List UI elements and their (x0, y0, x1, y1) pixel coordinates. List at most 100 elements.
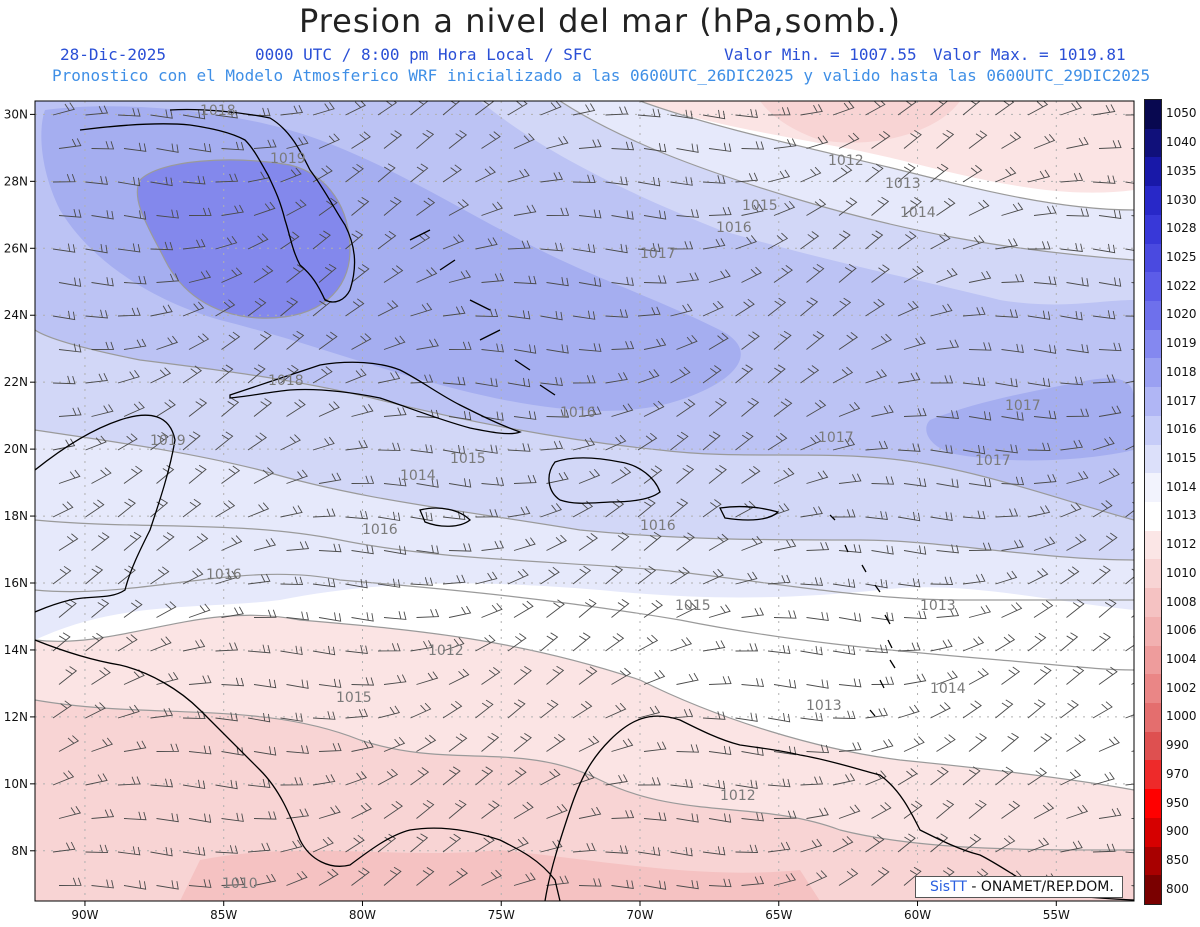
wind-barb (481, 666, 501, 685)
wind-barb (605, 434, 627, 451)
wind-barb (52, 310, 76, 321)
wind-barb (871, 802, 892, 819)
wind-barb (150, 636, 172, 652)
wind-barb (377, 578, 401, 588)
colorbar-label: 1018 (1166, 364, 1197, 379)
wind-barb (572, 310, 596, 320)
wind-barb (91, 879, 114, 889)
wind-barb (117, 433, 138, 451)
lat-label: 26N (4, 241, 28, 255)
wind-barb (1001, 202, 1024, 216)
wind-barb (481, 273, 505, 283)
colorbar-label: 1013 (1166, 508, 1197, 523)
wind-barb (150, 846, 173, 857)
wind-barb (871, 130, 891, 149)
colorbar-label: 1004 (1166, 651, 1197, 666)
contour-label: 1018 (200, 103, 236, 119)
wind-barb (507, 767, 527, 786)
wind-barb (800, 365, 820, 384)
wind-barb (475, 766, 494, 786)
colorbar-cell (1145, 214, 1161, 244)
wind-barb (611, 466, 632, 484)
wind-barb (930, 702, 951, 719)
wind-barb (280, 297, 299, 317)
wind-barb (995, 508, 1019, 518)
wind-barb (800, 838, 823, 853)
wind-barb (702, 846, 726, 856)
min-value-label: Valor Min. = 1007.55 (724, 45, 917, 64)
wind-barb (611, 809, 635, 819)
contour-label: 1017 (975, 453, 1011, 469)
wind-barb (383, 477, 407, 487)
wind-barb (702, 300, 724, 317)
colorbar-cell (1145, 559, 1161, 589)
wind-barb (832, 437, 856, 451)
wind-barb (871, 676, 895, 685)
contour-label: 1016 (640, 518, 676, 534)
wind-barb (1066, 734, 1086, 752)
wind-barb (442, 700, 463, 719)
wind-barb (52, 841, 76, 853)
wind-barb (773, 679, 797, 689)
wind-barb (735, 298, 755, 317)
wind-barb (708, 206, 732, 216)
wind-barb (85, 435, 107, 451)
wind-barb (832, 164, 853, 183)
wind-barb (962, 766, 981, 786)
wind-barb (156, 813, 179, 823)
wind-barb (865, 230, 884, 250)
wind-barb (708, 465, 727, 484)
wind-barb (702, 568, 724, 585)
wind-barb (312, 230, 331, 250)
wind-barb (578, 735, 600, 752)
wind-barb (832, 509, 856, 518)
wind-barb (605, 702, 627, 719)
wind-barb (995, 377, 1018, 388)
wind-barb (448, 270, 472, 283)
wind-barb (676, 813, 699, 823)
wind-barb (253, 679, 277, 689)
wind-barb (735, 108, 758, 118)
wind-barb (58, 277, 82, 287)
wind-barb (540, 503, 562, 518)
contour-label: 1016 (362, 522, 398, 538)
wind-barb (312, 645, 336, 656)
wind-barb (58, 598, 77, 618)
colorbar-label: 1050 (1166, 106, 1197, 121)
wind-barb (123, 880, 147, 890)
wind-barb (546, 534, 567, 551)
wind-barb (838, 263, 857, 283)
wind-barb (442, 234, 465, 250)
wind-barb (416, 544, 439, 554)
wind-barb (513, 537, 536, 551)
wind-barb (286, 399, 306, 417)
wind-barb (995, 309, 1019, 318)
wind-barb (572, 842, 596, 853)
contour-label: 1016 (206, 567, 242, 583)
wind-barb (741, 465, 761, 484)
wind-barb (546, 277, 569, 287)
wind-barb (513, 344, 537, 354)
wind-barb (838, 473, 862, 484)
bahamas-coastline (409, 229, 556, 396)
wind-barb (578, 343, 602, 352)
wind-barb (117, 176, 141, 187)
wind-barb (741, 397, 760, 417)
colorbar-label: 990 (1166, 738, 1189, 753)
wind-barb (52, 243, 76, 253)
wind-barb (188, 675, 212, 685)
colorbar-cell (1145, 789, 1161, 818)
wind-barb (708, 675, 732, 685)
wind-barb (702, 431, 721, 451)
wind-barb (280, 105, 304, 116)
colorbar-label: 970 (1166, 766, 1189, 781)
wind-barb (253, 811, 277, 820)
wind-barb (123, 142, 147, 152)
wind-barb (806, 135, 829, 149)
wind-barb (513, 872, 536, 886)
wind-barb (1066, 208, 1090, 217)
wind-barb (995, 766, 1014, 786)
wind-barb (767, 297, 787, 317)
wind-barb (676, 209, 700, 218)
wind-barb (936, 608, 960, 618)
